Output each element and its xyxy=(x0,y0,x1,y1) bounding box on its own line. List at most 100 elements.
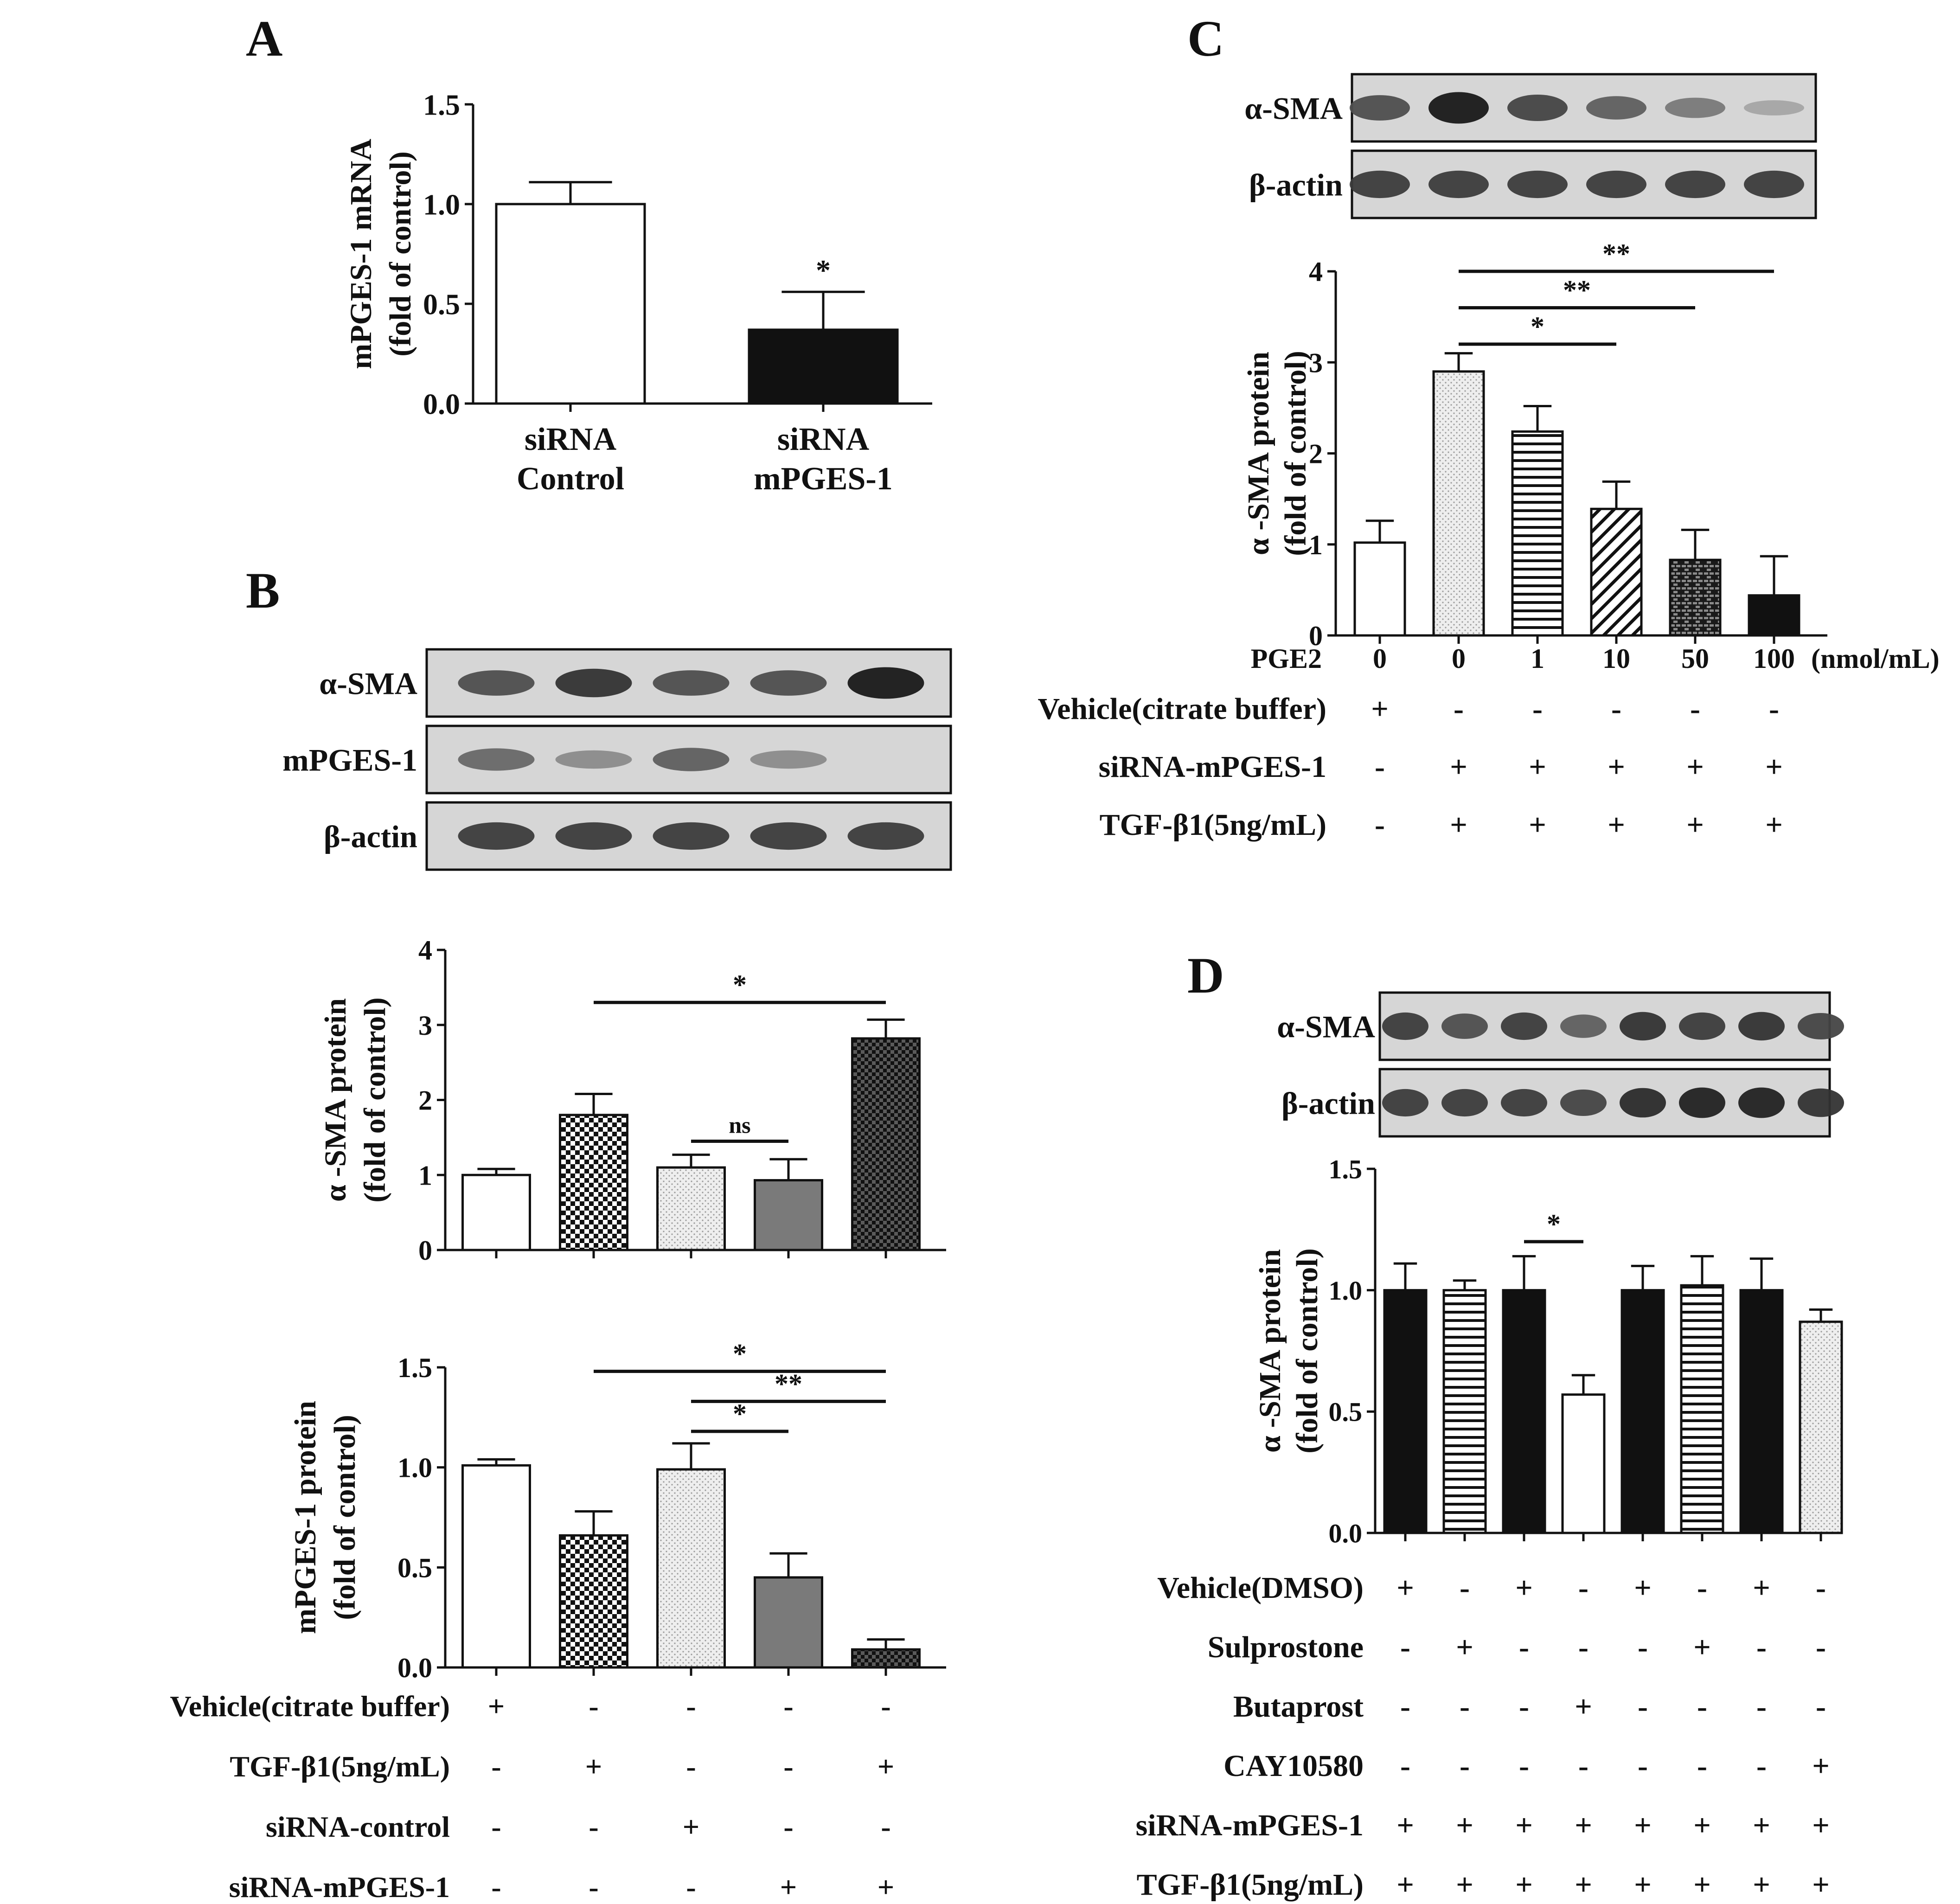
y-tick-label: 1 xyxy=(418,1160,432,1191)
significance-label: ** xyxy=(775,1368,802,1399)
bar xyxy=(851,1037,921,1251)
condition-label: siRNA-mPGES-1 xyxy=(1136,1808,1364,1842)
blot-band xyxy=(653,748,730,771)
blot-band xyxy=(1507,170,1568,199)
condition-mark: - xyxy=(491,1871,501,1904)
pge2-dose-label: 10 xyxy=(1602,643,1630,674)
y-axis-label-line1: α -SMA protein xyxy=(319,998,352,1202)
blot-band xyxy=(1620,1012,1666,1041)
significance-label: ** xyxy=(1602,238,1630,269)
condition-mark: - xyxy=(1400,1749,1410,1783)
panel-b-asma-chart: 0 1 2 3 4 α -SMA protein (fold of control) * ns xyxy=(319,935,946,1266)
blot-band xyxy=(1507,95,1568,121)
condition-mark: + xyxy=(1515,1868,1533,1902)
condition-mark: + xyxy=(585,1750,602,1783)
blot-band xyxy=(750,750,827,769)
blot-row-label: α-SMA xyxy=(1244,91,1343,126)
blot-band xyxy=(1738,1087,1785,1118)
y-axis-label-line2: (fold of control) xyxy=(358,997,392,1202)
blot-band xyxy=(1560,1014,1607,1038)
condition-mark: - xyxy=(491,1810,501,1843)
bar xyxy=(461,1464,531,1669)
bar xyxy=(559,1534,628,1669)
y-tick-label: 3 xyxy=(1309,347,1323,378)
condition-mark: - xyxy=(881,1690,890,1723)
condition-mark: - xyxy=(686,1690,696,1723)
bar xyxy=(754,1179,823,1251)
condition-mark: + xyxy=(1575,1868,1592,1902)
blot-band xyxy=(1665,97,1725,118)
condition-mark: - xyxy=(1611,692,1621,726)
blot-band xyxy=(1501,1012,1547,1040)
pge2-dose-label: 0 xyxy=(1373,643,1387,674)
blot-row-label: α-SMA xyxy=(319,666,417,701)
bar xyxy=(1442,1289,1487,1534)
condition-label: CAY10580 xyxy=(1223,1749,1364,1783)
condition-mark: - xyxy=(1697,1749,1707,1783)
blot-band xyxy=(1501,1089,1547,1117)
condition-mark: - xyxy=(783,1750,793,1783)
condition-mark: - xyxy=(1400,1690,1410,1724)
condition-mark: + xyxy=(1686,750,1704,784)
condition-mark: + xyxy=(1693,1630,1711,1664)
x-category-label-line2: Control xyxy=(517,461,624,497)
bar xyxy=(748,328,899,405)
y-tick-label: 0.5 xyxy=(1329,1397,1363,1427)
condition-mark: - xyxy=(1697,1690,1707,1724)
condition-mark: + xyxy=(1608,750,1625,784)
condition-mark: + xyxy=(1765,808,1783,842)
blot-row-label: mPGES-1 xyxy=(282,743,417,778)
blot-band xyxy=(1665,170,1725,199)
condition-label: TGF-β1(5ng/mL) xyxy=(1137,1868,1364,1902)
bar xyxy=(1799,1321,1843,1534)
blot-band xyxy=(1620,1088,1666,1118)
blot-band xyxy=(555,822,632,850)
bar xyxy=(1748,594,1800,637)
bar xyxy=(851,1648,921,1669)
condition-mark: + xyxy=(683,1810,699,1843)
y-axis-label-line1: α -SMA protein xyxy=(1242,352,1275,555)
y-tick-label: 0 xyxy=(1309,621,1323,651)
condition-mark: + xyxy=(1812,1808,1830,1842)
y-tick-label: 0.0 xyxy=(423,387,460,420)
bar xyxy=(1590,507,1643,637)
x-category-label-line1: siRNA xyxy=(525,422,617,457)
blot-row-label: β-actin xyxy=(1281,1086,1375,1121)
condition-mark: - xyxy=(491,1750,501,1783)
blot-band xyxy=(1350,170,1410,199)
panel-a-chart: 0.0 0.5 1.0 1.5 mPGES-1 mRNA (fold of control… xyxy=(344,88,932,497)
bar xyxy=(1669,558,1722,637)
blot-band xyxy=(1738,1012,1785,1041)
condition-mark: - xyxy=(1756,1749,1767,1783)
condition-mark: - xyxy=(783,1810,793,1843)
blot-band xyxy=(750,822,827,850)
condition-label: siRNA-control xyxy=(266,1810,450,1843)
condition-mark: + xyxy=(1575,1690,1592,1724)
blot-band xyxy=(1679,1012,1725,1040)
y-axis-label-line2: (fold of control) xyxy=(328,1415,362,1620)
y-tick-label: 1.5 xyxy=(397,1353,432,1383)
condition-mark: + xyxy=(1371,692,1389,726)
y-tick-label: 1.0 xyxy=(1329,1276,1363,1306)
condition-mark: - xyxy=(589,1690,598,1723)
bar xyxy=(1680,1284,1724,1534)
condition-label: Vehicle(citrate buffer) xyxy=(170,1690,450,1723)
condition-label: Sulprostone xyxy=(1208,1630,1364,1664)
y-axis-label-line2: (fold of control) xyxy=(1279,351,1313,556)
condition-mark: - xyxy=(1519,1630,1529,1664)
bar xyxy=(1511,430,1564,637)
panel-b-western-blot: α-SMA mPGES-1 β-actin xyxy=(282,648,952,871)
condition-mark: + xyxy=(878,1871,894,1904)
condition-mark: - xyxy=(1690,692,1700,726)
blot-band xyxy=(1744,170,1804,199)
significance-label: ns xyxy=(729,1112,750,1138)
condition-mark: - xyxy=(1697,1571,1707,1605)
condition-mark: + xyxy=(1456,1808,1473,1842)
condition-mark: + xyxy=(878,1750,894,1783)
blot-row-label: β-actin xyxy=(1249,167,1343,203)
condition-mark: - xyxy=(589,1810,598,1843)
condition-mark: + xyxy=(1450,808,1467,842)
y-axis-label-line1: mPGES-1 protein xyxy=(288,1401,322,1634)
bar xyxy=(1502,1289,1546,1534)
